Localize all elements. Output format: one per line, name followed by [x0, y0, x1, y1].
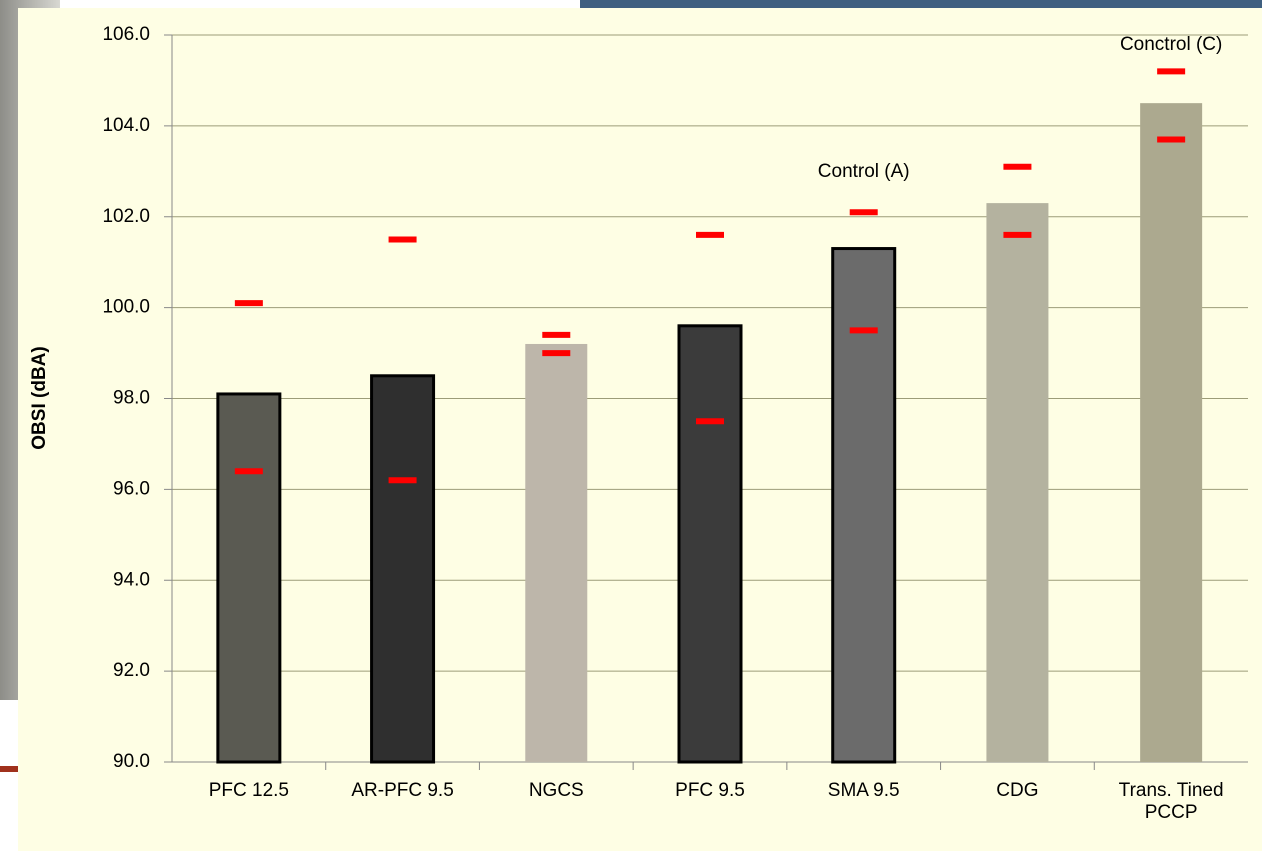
x-tick-label: CDG	[941, 780, 1095, 802]
bar	[218, 394, 280, 762]
x-tick-label: PFC 12.5	[172, 780, 326, 802]
x-tick-label: NGCS	[479, 780, 633, 802]
x-tick-label-box: Trans. Tined PCCP	[1094, 780, 1248, 840]
y-tick-label: 104.0	[102, 115, 150, 136]
x-tick-label: PFC 9.5	[633, 780, 787, 802]
y-tick-label: 92.0	[113, 660, 150, 681]
bar	[679, 326, 741, 762]
bar	[833, 249, 895, 762]
x-tick-label-box: SMA 9.5	[787, 780, 941, 840]
x-tick-label: AR-PFC 9.5	[326, 780, 480, 802]
y-tick-label: 90.0	[113, 751, 150, 772]
x-tick-label-box: PFC 9.5	[633, 780, 787, 840]
x-tick-label-box: NGCS	[479, 780, 633, 840]
bar	[1140, 103, 1202, 762]
bar	[525, 344, 587, 762]
y-tick-label: 94.0	[113, 569, 150, 590]
x-tick-label: Trans. Tined PCCP	[1094, 780, 1248, 824]
y-tick-label: 98.0	[113, 388, 150, 409]
y-tick-label: 96.0	[113, 478, 150, 499]
y-tick-label: 106.0	[102, 24, 150, 45]
x-tick-label-box: AR-PFC 9.5	[326, 780, 480, 840]
x-tick-label: SMA 9.5	[787, 780, 941, 802]
chart: OBSI (dBA) 90.0 92.0 94.0 96.0 98.0 100.0 102.…	[0, 0, 1262, 851]
bar	[986, 203, 1048, 762]
y-axis-label: OBSI (dBA)	[29, 346, 50, 449]
annotation: Conctrol (C)	[1120, 34, 1222, 55]
y-tick-label: 102.0	[102, 206, 150, 227]
x-tick-label-box: CDG	[941, 780, 1095, 840]
y-tick-label: 100.0	[102, 297, 150, 318]
chart-area	[18, 8, 1262, 851]
x-tick-label-box: PFC 12.5	[172, 780, 326, 840]
bar	[372, 376, 434, 762]
annotation: Control (A)	[818, 161, 910, 182]
